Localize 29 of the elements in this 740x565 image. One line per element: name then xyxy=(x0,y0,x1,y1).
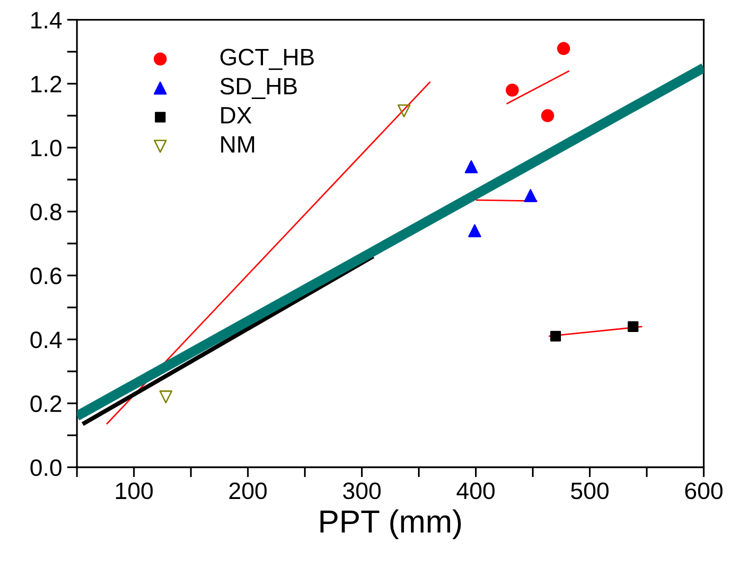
point xyxy=(557,42,570,56)
legend-label: DX xyxy=(221,107,252,124)
y-tick-label: 1.0 xyxy=(31,140,62,156)
point xyxy=(628,321,638,332)
y-tick-label: 0.8 xyxy=(30,204,62,220)
x-tick-label: 600 xyxy=(685,482,723,500)
x-tick-label: 200 xyxy=(229,482,267,500)
y-tick-label: 0.0 xyxy=(30,459,62,476)
x-axis-title: PPT (mm) xyxy=(320,509,461,540)
y-tick-label: 0.4 xyxy=(30,331,62,348)
point xyxy=(468,224,482,238)
point xyxy=(524,189,538,202)
point xyxy=(398,104,411,118)
y-tick-label: 1.4 xyxy=(31,12,62,28)
x-tick-label: 100 xyxy=(116,482,153,500)
legend-label: SD_HB xyxy=(220,78,297,100)
x-tick-label: 300 xyxy=(343,482,381,500)
point xyxy=(506,84,519,97)
x-tick-label: 400 xyxy=(456,482,495,500)
y-tick-label: 0.2 xyxy=(30,395,62,412)
point xyxy=(464,160,478,174)
point xyxy=(541,109,554,122)
point xyxy=(550,330,561,342)
y-tick-label: 1.2 xyxy=(31,76,62,92)
point xyxy=(159,390,172,404)
x-tick-label: 500 xyxy=(571,482,609,500)
y-tick-label: 0.6 xyxy=(30,268,62,284)
legend-label: GCT_HB xyxy=(220,48,314,70)
legend-label: NM xyxy=(221,136,254,152)
